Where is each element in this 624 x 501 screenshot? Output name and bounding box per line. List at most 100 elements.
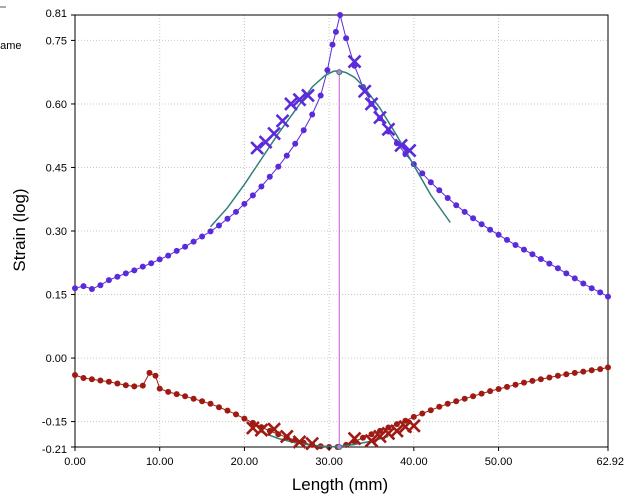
minor-strain-point <box>249 419 256 426</box>
major-selected-points-cross <box>402 143 417 158</box>
minor-strain-point <box>444 400 451 407</box>
major-strain-point <box>580 280 587 287</box>
major-strain-point <box>224 215 231 222</box>
minor-strain-point <box>571 369 578 376</box>
major-strain-point <box>605 293 611 300</box>
major-selected-points-cross <box>267 126 281 141</box>
minor-strain-point <box>597 366 604 373</box>
minor-strain-point <box>80 375 87 381</box>
marker-point-bottom <box>336 444 343 450</box>
minor-strain-point <box>114 380 121 387</box>
x-tick-label: 0.00 <box>64 456 85 468</box>
major-strain-point <box>337 12 344 18</box>
minor-strain-point <box>521 379 527 386</box>
major-selected-points-cross <box>347 54 362 69</box>
minor-strain-point <box>605 364 611 371</box>
major-strain-point <box>554 265 561 272</box>
major-strain-point <box>173 247 180 254</box>
minor-strain-point <box>233 411 239 418</box>
minor-strain-point <box>512 381 519 388</box>
minor-strain-point <box>546 374 553 381</box>
minor-selected-points-cross <box>254 423 269 437</box>
minor-strain-point <box>156 385 163 392</box>
major-strain-point <box>324 67 331 74</box>
x-tick-label: 10.00 <box>146 456 174 468</box>
minor-strain-point <box>402 417 409 424</box>
major-strain-point <box>504 236 510 243</box>
major-strain-point <box>216 222 222 229</box>
minor-selected-points-cross <box>305 436 320 451</box>
clipped-label-text: name <box>0 40 22 52</box>
major-strain-point <box>182 243 189 250</box>
minor-selected-points-cross <box>292 434 307 449</box>
x-tick-label: 50.00 <box>485 456 513 468</box>
major-strain-point <box>487 226 494 233</box>
minor-strain-point <box>97 377 104 384</box>
major-strain-point <box>207 228 214 235</box>
major-strain-point <box>275 163 282 170</box>
major-selected-points-cross <box>301 88 315 103</box>
major-strain-point <box>571 275 578 282</box>
major-strain-point <box>546 260 553 267</box>
major-selected-points-cross <box>292 92 307 107</box>
minor-strain-point <box>377 427 383 434</box>
major-selected-points-cross <box>373 110 387 125</box>
major-strain-point <box>199 233 206 240</box>
minor-strain-point <box>139 382 146 389</box>
major-strain-point <box>241 200 248 207</box>
minor-strain-point <box>453 398 460 405</box>
minor-strain-point <box>368 431 375 438</box>
minor-strain-point <box>385 424 392 431</box>
major-strain-point <box>165 252 172 259</box>
major-fit-curve <box>209 70 451 228</box>
minor-strain-point <box>419 410 426 417</box>
major-strain-point <box>105 277 112 284</box>
minor-selected-points <box>245 418 421 451</box>
major-strain-point <box>470 215 477 222</box>
minor-strain-point <box>173 391 180 398</box>
major-strain-point <box>148 260 155 267</box>
minor-strain-point <box>88 376 95 383</box>
major-strain-point <box>122 270 129 277</box>
minor-strain-point <box>393 421 400 428</box>
y-tick-label: 0.00 <box>46 353 67 365</box>
major-selected-points-cross <box>364 97 379 111</box>
major-strain-point <box>266 173 273 180</box>
major-selected-points-cross <box>275 113 290 128</box>
minor-selected-points-cross <box>267 422 281 437</box>
minor-selected-points-cross <box>364 433 379 448</box>
minor-strain-point <box>165 388 172 395</box>
minor-selected-points-cross <box>373 429 387 444</box>
minor-strain-point <box>470 393 477 400</box>
major-strain-point <box>495 231 502 238</box>
minor-strain-point <box>207 400 214 407</box>
major-strain-point <box>597 289 604 296</box>
minor-strain-point <box>461 395 468 402</box>
major-strain-point <box>436 187 443 194</box>
y-tick-label: 0.15 <box>46 290 67 302</box>
y-tick-label: 0.60 <box>46 99 67 111</box>
major-strain-point <box>427 179 434 186</box>
major-strain-point <box>563 270 570 277</box>
minor-selected-points-cross <box>347 431 362 446</box>
x-axis-label: Length (mm) <box>292 475 388 494</box>
major-strain-point <box>190 238 197 245</box>
y-tick-label: 0.45 <box>46 162 67 174</box>
major-strain-point <box>300 127 307 134</box>
minor-strain-point <box>504 383 510 390</box>
major-strain-point <box>478 221 485 228</box>
minor-strain-point <box>105 378 112 385</box>
x-tick-label: 20.00 <box>231 456 259 468</box>
major-strain-point <box>317 92 324 99</box>
x-tick-label: 30.00 <box>315 456 343 468</box>
minor-strain-point <box>495 386 502 392</box>
series-layer <box>72 12 611 451</box>
major-strain-point <box>80 283 87 290</box>
minor-strain-point <box>199 398 206 405</box>
major-selected-points-cross <box>381 122 396 137</box>
minor-strain-point <box>478 390 485 397</box>
minor-selected-points-cross <box>279 429 294 444</box>
major-strain-point <box>156 256 163 263</box>
major-strain-point <box>537 256 544 262</box>
